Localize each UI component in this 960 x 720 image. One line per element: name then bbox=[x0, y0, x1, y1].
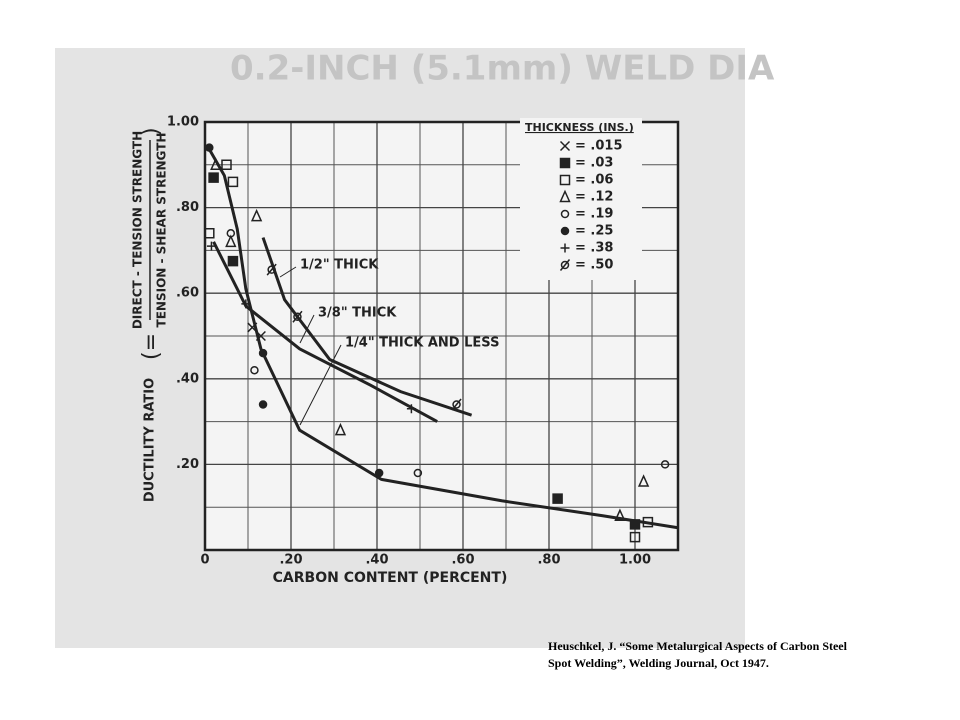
y-label-denominator: TENSION - SHEAR STRENGTH bbox=[155, 133, 169, 328]
x-tick-label: .60 bbox=[451, 553, 474, 568]
leader-line bbox=[299, 314, 315, 344]
data-point bbox=[227, 176, 239, 188]
data-point bbox=[292, 310, 303, 323]
data-point bbox=[225, 234, 237, 248]
data-point bbox=[374, 468, 384, 478]
data-point bbox=[205, 143, 214, 152]
y-label-numerator: DIRECT - TENSION STRENGTH bbox=[131, 131, 145, 329]
ghost-header: 0.2-INCH (5.1mm) WELD DIA bbox=[230, 49, 775, 89]
y-tick-label: .80 bbox=[176, 200, 199, 215]
data-point bbox=[629, 519, 641, 530]
y-tick-label: .60 bbox=[176, 286, 199, 301]
x-tick-label: 1.00 bbox=[619, 553, 651, 568]
curve-label: 3/8" THICK bbox=[318, 306, 397, 321]
data-point bbox=[451, 398, 462, 411]
paren: ) bbox=[139, 127, 164, 136]
data-point bbox=[637, 474, 650, 487]
data-point bbox=[204, 228, 215, 239]
data-point bbox=[250, 366, 259, 375]
legend-label: = .06 bbox=[575, 173, 613, 188]
curve bbox=[212, 241, 438, 423]
legend-marker bbox=[559, 259, 571, 271]
curve-label: 1/4" THICK AND LESS bbox=[345, 336, 499, 351]
y-axis-label: DUCTILITY RATIO bbox=[143, 378, 158, 502]
legend-label: = .19 bbox=[575, 207, 613, 222]
leader-line bbox=[299, 344, 342, 426]
legend-title: THICKNESS (INS.) bbox=[525, 121, 634, 134]
x-tick-label: 0 bbox=[200, 553, 209, 568]
legend-label: = .50 bbox=[575, 258, 613, 273]
leader-line bbox=[279, 266, 297, 278]
legend-label: = .25 bbox=[575, 224, 613, 239]
y-tick-label: .40 bbox=[176, 371, 199, 386]
curve bbox=[205, 144, 679, 530]
legend-marker bbox=[559, 189, 571, 203]
data-point bbox=[208, 172, 219, 183]
legend-marker bbox=[560, 209, 570, 219]
data-point bbox=[250, 208, 263, 222]
legend-marker bbox=[559, 174, 571, 186]
paren: (= bbox=[139, 333, 164, 360]
legend-marker bbox=[559, 140, 571, 152]
data-point bbox=[614, 508, 626, 522]
data-point bbox=[210, 157, 222, 171]
legend-marker bbox=[560, 226, 570, 236]
caption: Spot Welding”, Welding Journal, Oct 1947… bbox=[548, 656, 769, 670]
legend-marker bbox=[559, 157, 571, 169]
y-axis-label-group: DUCTILITY RATIO (= DIRECT - TENSION STRE… bbox=[131, 127, 169, 502]
data-point bbox=[629, 531, 641, 543]
x-tick-label: .80 bbox=[537, 553, 560, 568]
data-point bbox=[552, 493, 563, 504]
x-tick-label: .40 bbox=[365, 553, 388, 568]
legend-label: = .03 bbox=[575, 156, 613, 171]
data-point bbox=[241, 299, 251, 309]
x-axis-label: CARBON CONTENT (PERCENT) bbox=[273, 570, 508, 586]
legend-box bbox=[520, 118, 642, 280]
data-point bbox=[255, 330, 266, 342]
data-point bbox=[258, 348, 268, 358]
legend-label: = .015 bbox=[575, 139, 623, 154]
data-point bbox=[413, 468, 423, 478]
data-point bbox=[221, 159, 232, 171]
legend-label: = .12 bbox=[575, 190, 613, 205]
y-tick-label: 1.00 bbox=[167, 115, 199, 130]
data-point bbox=[226, 229, 236, 238]
curve-label: 1/2" THICK bbox=[300, 258, 379, 273]
data-point bbox=[406, 404, 416, 414]
data-point bbox=[660, 460, 670, 469]
data-point bbox=[334, 422, 347, 436]
data-point bbox=[258, 400, 268, 409]
x-tick-label: .20 bbox=[279, 553, 302, 568]
data-point bbox=[206, 241, 216, 251]
data-point bbox=[227, 255, 239, 267]
data-point bbox=[642, 516, 654, 528]
legend-marker bbox=[560, 243, 570, 253]
data-point bbox=[247, 322, 258, 333]
legend-label: = .38 bbox=[575, 241, 613, 256]
y-tick-label: .20 bbox=[176, 457, 199, 472]
plot-frame bbox=[203, 120, 680, 552]
caption: Heuschkel, J. “Some Metalurgical Aspects… bbox=[548, 639, 848, 653]
curve bbox=[261, 237, 473, 417]
data-point bbox=[266, 263, 277, 276]
